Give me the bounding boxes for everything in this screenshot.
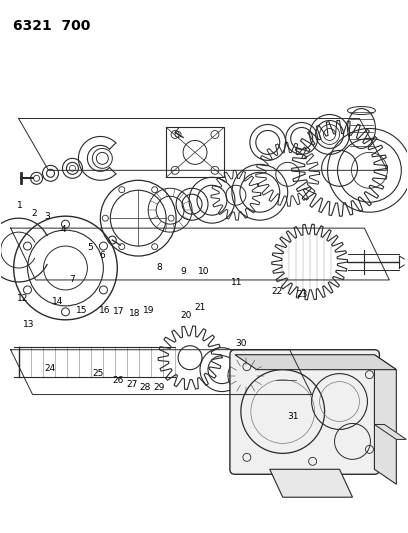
Text: 19: 19 [143,305,155,314]
Text: 2: 2 [31,209,37,218]
Text: 6: 6 [100,252,105,261]
Text: 27: 27 [126,380,137,389]
Text: 25: 25 [93,369,104,378]
Text: 7: 7 [69,275,75,284]
Text: 4: 4 [61,225,67,234]
Text: 18: 18 [129,309,141,318]
Text: 8: 8 [156,263,162,272]
Text: 26: 26 [112,376,124,385]
Text: 5: 5 [87,244,93,253]
Text: 6321  700: 6321 700 [13,19,90,33]
Text: 14: 14 [52,296,63,305]
Text: 24: 24 [44,364,55,373]
Text: 31: 31 [288,412,299,421]
Text: 9: 9 [181,268,186,276]
Text: 17: 17 [113,307,124,316]
Text: 23: 23 [296,289,307,298]
Text: 21: 21 [194,303,206,312]
Bar [166,127,224,177]
Text: 1: 1 [17,201,23,210]
Text: 12: 12 [17,294,28,303]
Text: 28: 28 [140,383,151,392]
Text: 30: 30 [235,339,246,348]
Polygon shape [270,470,353,497]
Polygon shape [235,354,396,370]
Text: 20: 20 [180,311,191,320]
Text: 10: 10 [198,268,210,276]
Text: 22: 22 [272,287,283,296]
Text: 3: 3 [44,212,50,221]
FancyBboxPatch shape [230,350,379,474]
Text: 11: 11 [231,278,242,287]
Polygon shape [375,354,396,484]
Text: 16: 16 [99,305,110,314]
Text: 13: 13 [22,320,34,329]
Polygon shape [375,424,406,439]
Text: 29: 29 [153,383,165,392]
Text: 15: 15 [76,305,88,314]
